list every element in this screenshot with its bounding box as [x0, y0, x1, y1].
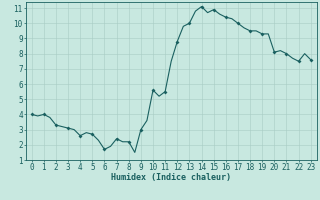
X-axis label: Humidex (Indice chaleur): Humidex (Indice chaleur) — [111, 173, 231, 182]
